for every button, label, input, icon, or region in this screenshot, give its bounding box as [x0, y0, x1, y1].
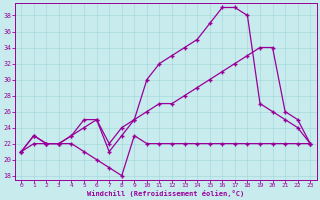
X-axis label: Windchill (Refroidissement éolien,°C): Windchill (Refroidissement éolien,°C) — [87, 190, 244, 197]
